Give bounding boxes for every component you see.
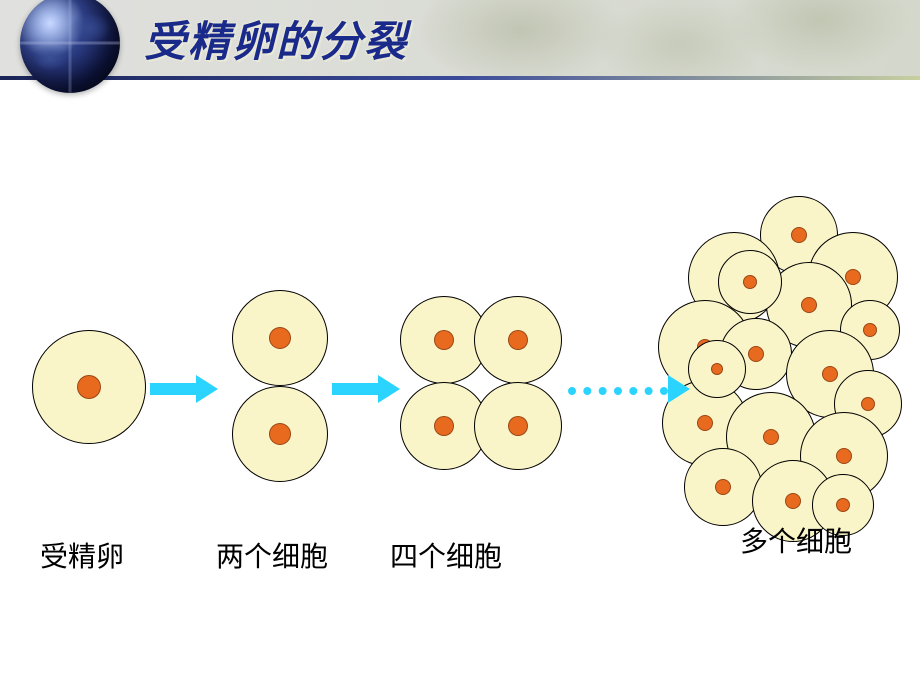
nucleus-icon	[836, 498, 850, 512]
cell-stage3	[474, 296, 562, 384]
nucleus-icon	[269, 423, 291, 445]
arrow-shaft	[568, 387, 668, 395]
nucleus-icon	[711, 363, 723, 375]
label-stage1: 受精卵	[40, 535, 124, 575]
slide-title: 受精卵的分裂	[144, 8, 408, 69]
nucleus-icon	[822, 366, 838, 382]
nucleus-icon	[508, 416, 528, 436]
nucleus-icon	[77, 375, 101, 399]
nucleus-icon	[508, 330, 528, 350]
nucleus-icon	[715, 479, 731, 495]
nucleus-icon	[801, 297, 817, 313]
nucleus-icon	[861, 397, 875, 411]
nucleus-icon	[269, 327, 291, 349]
cell-stage1	[32, 330, 146, 444]
cell-stage2	[232, 290, 328, 386]
nucleus-icon	[697, 415, 713, 431]
label-stage2: 两个细胞	[216, 535, 328, 575]
arrow-solid	[150, 380, 218, 398]
cell-stage2	[232, 386, 328, 482]
nucleus-icon	[785, 493, 801, 509]
nucleus-icon	[836, 448, 852, 464]
cell-stage4	[684, 448, 762, 526]
cell-stage3	[474, 382, 562, 470]
nucleus-icon	[743, 275, 757, 289]
label-stage4: 多个细胞	[740, 520, 852, 560]
nucleus-icon	[763, 429, 779, 445]
nucleus-icon	[863, 323, 877, 337]
arrow-head-icon	[668, 375, 690, 403]
nucleus-icon	[434, 330, 454, 350]
cell-stage4	[688, 340, 746, 398]
nucleus-icon	[845, 269, 861, 285]
arrow-dotted	[568, 380, 690, 398]
nucleus-icon	[791, 227, 807, 243]
nucleus-icon	[434, 416, 454, 436]
arrow-shaft	[150, 383, 196, 395]
arrow-shaft	[332, 383, 378, 395]
label-stage3: 四个细胞	[390, 535, 502, 575]
cell-stage4	[718, 250, 782, 314]
arrow-head-icon	[196, 375, 218, 403]
nucleus-icon	[748, 346, 764, 362]
arrow-solid	[332, 380, 400, 398]
arrow-head-icon	[378, 375, 400, 403]
diagram-stage	[0, 0, 920, 690]
